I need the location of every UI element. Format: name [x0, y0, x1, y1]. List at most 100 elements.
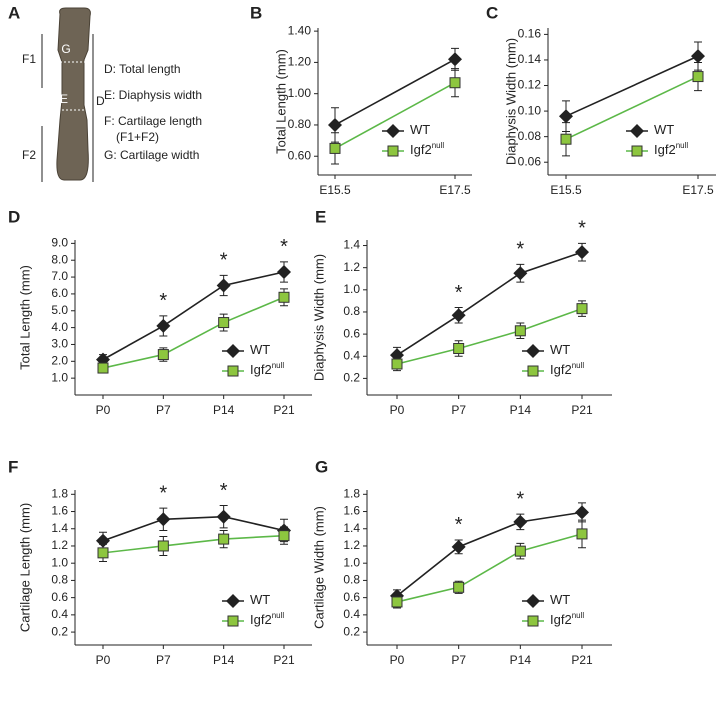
legend-marker — [387, 145, 399, 157]
series-line — [102, 534, 285, 554]
label: E — [60, 92, 68, 106]
y-tick-label: 1.20 — [288, 55, 312, 69]
marker — [216, 278, 231, 293]
x-tick-label: P14 — [213, 403, 235, 417]
legend-label: Igf2null — [250, 611, 284, 627]
y-axis-label: Diaphysis Width (mm) — [311, 254, 326, 381]
legend-label: Igf2null — [550, 361, 584, 377]
y-tick-label: 0.6 — [51, 590, 68, 604]
legend-label: Igf2null — [250, 361, 284, 377]
legend-line: F: Cartilage length — [104, 114, 202, 128]
legend-superscript: null — [572, 361, 585, 370]
legend-superscript: null — [676, 141, 689, 150]
panel-letter: D — [8, 207, 20, 226]
marker — [513, 514, 528, 529]
legend-marker — [526, 344, 540, 358]
marker — [575, 505, 589, 520]
y-tick-label: 0.2 — [51, 624, 68, 638]
y-tick-label: 1.4 — [343, 521, 360, 535]
x-tick-label: P0 — [96, 403, 111, 417]
y-tick-label: 0.8 — [51, 573, 68, 587]
marker — [453, 581, 465, 593]
x-tick-label: P7 — [156, 403, 171, 417]
series-line — [565, 55, 699, 117]
y-tick-label: 0.60 — [288, 148, 312, 162]
legend-label: WT — [550, 592, 570, 607]
y-tick-label: 1.2 — [343, 260, 360, 274]
y-tick-label: 1.8 — [51, 486, 68, 500]
marker — [156, 512, 171, 527]
marker — [97, 362, 109, 374]
y-tick-label: 0.08 — [518, 129, 542, 143]
legend-name: Igf2 — [550, 612, 572, 627]
panel-letter: G — [315, 457, 328, 476]
legend-marker — [526, 594, 540, 608]
series-line — [396, 307, 583, 365]
y-tick-label: 0.6 — [343, 590, 360, 604]
x-tick-label: P7 — [451, 653, 466, 667]
y-tick-label: 0.2 — [343, 371, 360, 385]
legend-name: Igf2 — [250, 612, 272, 627]
marker — [451, 308, 466, 323]
legend-line: G: Cartilage width — [104, 148, 199, 162]
legend-label: WT — [410, 122, 430, 137]
x-tick-label: E17.5 — [439, 183, 471, 197]
legend-name: Igf2 — [410, 142, 432, 157]
marker — [560, 133, 572, 145]
y-tick-label: 0.4 — [51, 607, 68, 621]
y-tick-label: 1.00 — [288, 86, 312, 100]
chart: E 0.2 0.4 0.6 0.8 1.0 1.2 1.4 P0 P7 P14 P21 Diaphysi… — [311, 207, 612, 417]
x-tick-label: P0 — [390, 653, 405, 667]
chart: D 1.0 2.0 3.0 4.0 5.0 6.0 7.0 8.0 9.0 P0 P7 P14 P21 To… — [8, 207, 312, 417]
y-tick-label: 1.8 — [343, 486, 360, 500]
annotation: * — [220, 480, 228, 502]
legend-name: WT — [250, 592, 270, 607]
marker — [576, 528, 588, 540]
chart: B 0.60 0.80 1.00 1.20 1.40 E15.5 E17.5 Total Len… — [250, 3, 472, 197]
legend-name: WT — [654, 122, 674, 137]
x-tick-label: P14 — [510, 403, 532, 417]
y-tick-label: 0.4 — [343, 348, 360, 362]
legend-marker — [630, 124, 644, 138]
chart: F 0.2 0.4 0.6 0.8 1.0 1.2 1.4 1.6 1.8 P0 P7 P14 P21 Ca… — [8, 457, 312, 667]
legend-marker — [527, 615, 539, 627]
legend-marker — [631, 145, 643, 157]
label: F1 — [22, 52, 36, 66]
series-line — [396, 533, 583, 603]
y-tick-label: 1.2 — [343, 538, 360, 552]
annotation: * — [159, 290, 167, 312]
series-line — [334, 58, 456, 126]
y-tick-label: 1.0 — [343, 282, 360, 296]
legend-line: (F1+F2) — [116, 130, 159, 144]
y-tick-label: 0.06 — [518, 154, 542, 168]
marker — [391, 596, 403, 608]
legend-label: WT — [550, 342, 570, 357]
series-line — [396, 251, 583, 356]
marker — [448, 52, 462, 67]
legend-label: WT — [250, 342, 270, 357]
legend-marker — [227, 365, 239, 377]
series-line — [334, 82, 456, 150]
legend-marker — [527, 365, 539, 377]
y-tick-label: 0.8 — [343, 304, 360, 318]
legend-name: Igf2 — [550, 362, 572, 377]
annotation: * — [220, 250, 228, 272]
marker — [157, 349, 169, 361]
marker — [218, 317, 230, 329]
y-tick-label: 5.0 — [51, 303, 68, 317]
label: F2 — [22, 148, 36, 162]
legend-name: WT — [550, 592, 570, 607]
y-axis-label: Total Length (mm) — [17, 265, 32, 370]
y-tick-label: 0.80 — [288, 117, 312, 131]
y-tick-label: 1.6 — [343, 504, 360, 518]
marker — [156, 318, 171, 333]
y-tick-label: 6.0 — [51, 286, 68, 300]
legend-line: D: Total length — [104, 62, 181, 76]
y-tick-label: 1.0 — [343, 555, 360, 569]
legend-marker — [226, 344, 240, 358]
annotation: * — [455, 282, 463, 304]
y-tick-label: 0.16 — [518, 27, 542, 41]
marker — [328, 117, 342, 132]
marker — [218, 533, 230, 545]
